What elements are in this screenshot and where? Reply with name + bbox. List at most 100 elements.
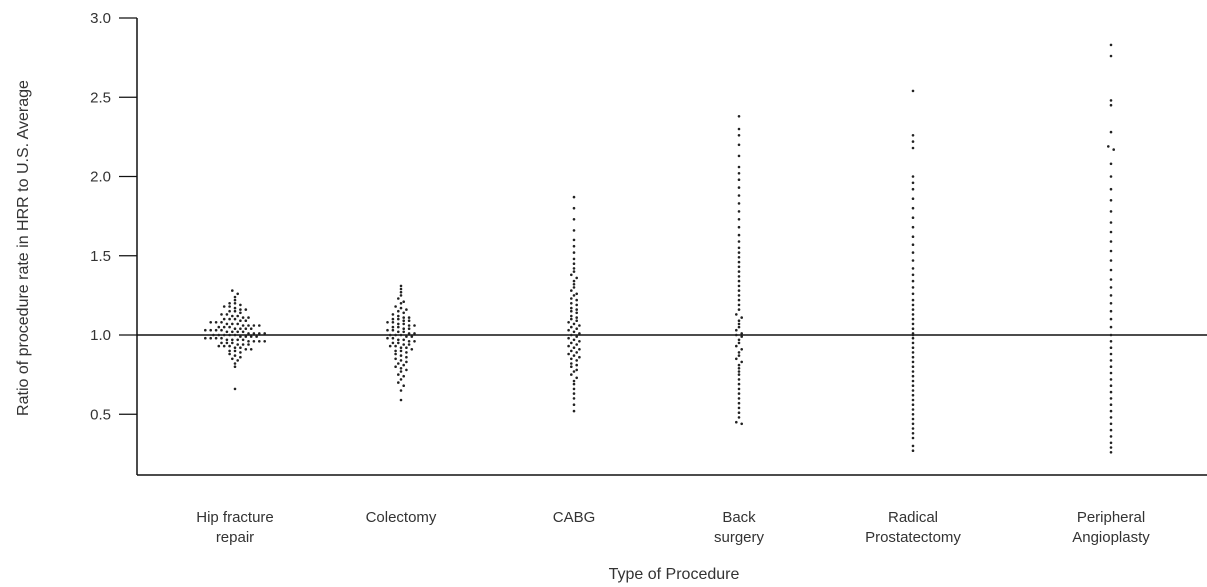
data-point [249,335,253,338]
data-point [911,134,915,137]
data-point [740,360,743,364]
data-point [911,187,915,191]
data-point [239,319,242,323]
data-point [575,359,578,362]
data-point [737,127,741,131]
data-point [233,346,237,350]
data-point [737,319,741,323]
data-point [402,316,406,319]
data-point [737,265,741,269]
data-point [1109,409,1113,413]
data-point [1109,371,1113,375]
data-point [399,302,403,305]
data-point [399,306,403,310]
data-point [911,346,915,350]
data-point [225,322,229,326]
data-point [735,344,738,348]
data-point [737,202,741,205]
data-point [1109,54,1113,58]
data-point [233,362,237,365]
data-point [911,279,915,283]
data-point [575,327,578,331]
data-point [572,218,576,221]
data-point [737,378,741,381]
data-point [222,305,226,308]
data-point [911,351,915,354]
data-point [233,302,237,305]
data-point [572,267,576,270]
data-point [1109,403,1113,407]
data-point [570,341,573,345]
data-point [1109,359,1113,362]
data-point [911,235,915,238]
data-point [209,328,212,332]
data-point [225,338,229,342]
data-point [740,316,743,319]
data-point [572,279,576,283]
data-point [399,367,403,370]
data-point [391,336,395,340]
data-point [1109,278,1113,281]
data-point [575,368,578,372]
data-point [570,373,573,376]
data-point [737,351,741,354]
data-point [737,341,741,345]
data-point [233,298,237,302]
data-point [407,340,411,343]
data-point [572,195,576,199]
data-point [391,341,395,345]
data-point [737,233,741,237]
data-point [394,357,397,361]
data-point [241,338,245,342]
data-point [228,352,231,356]
data-point [233,309,237,313]
x-category-label: Back [722,509,756,526]
data-point [1109,340,1113,343]
y-tick-label: 0.5 [90,406,111,423]
data-point [244,335,248,338]
data-point [228,309,231,313]
data-point [410,348,414,351]
data-point [575,276,578,280]
data-point [397,314,400,318]
data-point [1109,103,1113,107]
data-point [1109,162,1113,166]
data-point [228,344,231,348]
data-point [220,313,223,316]
data-point [1109,99,1113,102]
data-point [399,354,403,357]
data-point [735,328,738,332]
data-point [572,322,576,326]
data-point [407,327,411,331]
data-point [911,422,915,426]
data-point [737,275,741,278]
data-point [1109,259,1113,262]
data-point [578,355,581,359]
data-point [740,348,743,351]
data-point [911,408,915,411]
data-point [572,286,576,289]
x-category-label: CABG [553,509,596,526]
data-point [911,206,915,210]
data-point [737,322,741,326]
data-point [572,338,576,342]
data-point [578,348,581,351]
data-point [222,333,226,337]
data-point [737,270,741,273]
data-point [397,297,400,300]
data-point [911,317,915,321]
data-point [394,344,397,348]
data-point [575,319,578,323]
data-point [231,314,234,318]
data-point [236,314,239,318]
data-point [407,343,411,346]
data-point [737,367,741,370]
data-point [578,340,581,343]
data-point [397,317,400,321]
data-point [386,321,389,324]
data-point [402,384,406,388]
x-category-label: Peripheral [1077,509,1145,526]
data-point [228,317,231,321]
data-point [233,349,237,353]
data-point [407,332,411,335]
